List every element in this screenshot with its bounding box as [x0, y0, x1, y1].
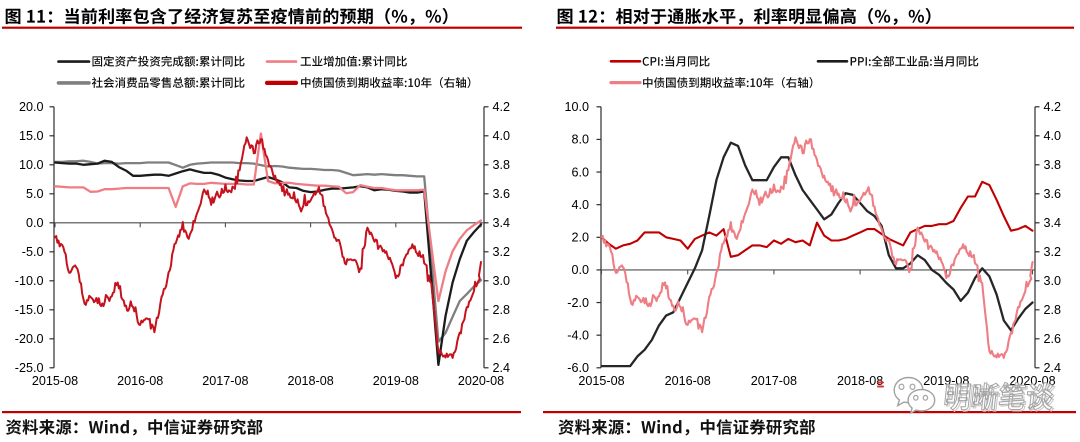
- svg-text:2020-08: 2020-08: [458, 374, 504, 388]
- svg-text:3.0: 3.0: [493, 274, 511, 288]
- svg-text:-6.0: -6.0: [567, 361, 589, 375]
- svg-text:2017-08: 2017-08: [202, 374, 248, 388]
- svg-text:3.6: 3.6: [493, 187, 511, 201]
- svg-text:3.2: 3.2: [493, 245, 511, 259]
- svg-text:2018-08: 2018-08: [287, 374, 333, 388]
- svg-text:3.0: 3.0: [1044, 274, 1062, 288]
- svg-text:4.0: 4.0: [493, 129, 511, 143]
- svg-text:2016-08: 2016-08: [117, 374, 163, 388]
- svg-text:-20.0: -20.0: [15, 332, 44, 346]
- svg-text:8.0: 8.0: [571, 133, 589, 147]
- svg-text:6.0: 6.0: [571, 165, 589, 179]
- svg-text:2.8: 2.8: [1044, 303, 1062, 317]
- svg-text:-10.0: -10.0: [15, 274, 44, 288]
- svg-text:0.0: 0.0: [571, 263, 589, 277]
- svg-text:3.8: 3.8: [1044, 158, 1062, 172]
- svg-text:3.6: 3.6: [1044, 187, 1062, 201]
- svg-text:-4.0: -4.0: [567, 328, 589, 342]
- svg-text:0.0: 0.0: [26, 216, 44, 230]
- svg-text:3.4: 3.4: [493, 216, 511, 230]
- svg-text:-25.0: -25.0: [15, 361, 44, 375]
- svg-text:5.0: 5.0: [26, 187, 44, 201]
- svg-text:2015-08: 2015-08: [578, 374, 624, 388]
- svg-text:-5.0: -5.0: [22, 245, 44, 259]
- svg-text:2017-08: 2017-08: [751, 374, 797, 388]
- svg-text:3.2: 3.2: [1044, 245, 1062, 259]
- svg-text:-15.0: -15.0: [15, 303, 44, 317]
- svg-text:20.0: 20.0: [19, 100, 44, 114]
- svg-text:10.0: 10.0: [19, 158, 44, 172]
- svg-text:2019-08: 2019-08: [373, 374, 419, 388]
- svg-text:2018-08: 2018-08: [837, 374, 883, 388]
- svg-text:-2.0: -2.0: [567, 296, 589, 310]
- svg-text:3.4: 3.4: [1044, 216, 1062, 230]
- svg-text:2.6: 2.6: [1044, 332, 1062, 346]
- svg-text:2.6: 2.6: [493, 332, 511, 346]
- svg-text:10.0: 10.0: [564, 100, 589, 114]
- svg-text:3.8: 3.8: [493, 158, 511, 172]
- svg-text:4.0: 4.0: [571, 198, 589, 212]
- svg-text:4.2: 4.2: [493, 100, 511, 114]
- svg-text:15.0: 15.0: [19, 129, 44, 143]
- svg-text:2.4: 2.4: [1044, 361, 1062, 375]
- svg-text:2016-08: 2016-08: [665, 374, 711, 388]
- svg-text:4.0: 4.0: [1044, 129, 1062, 143]
- svg-text:2.8: 2.8: [493, 303, 511, 317]
- svg-text:2.4: 2.4: [493, 361, 511, 375]
- svg-text:4.2: 4.2: [1044, 100, 1062, 114]
- svg-text:2.0: 2.0: [571, 231, 589, 245]
- svg-text:2015-08: 2015-08: [32, 374, 78, 388]
